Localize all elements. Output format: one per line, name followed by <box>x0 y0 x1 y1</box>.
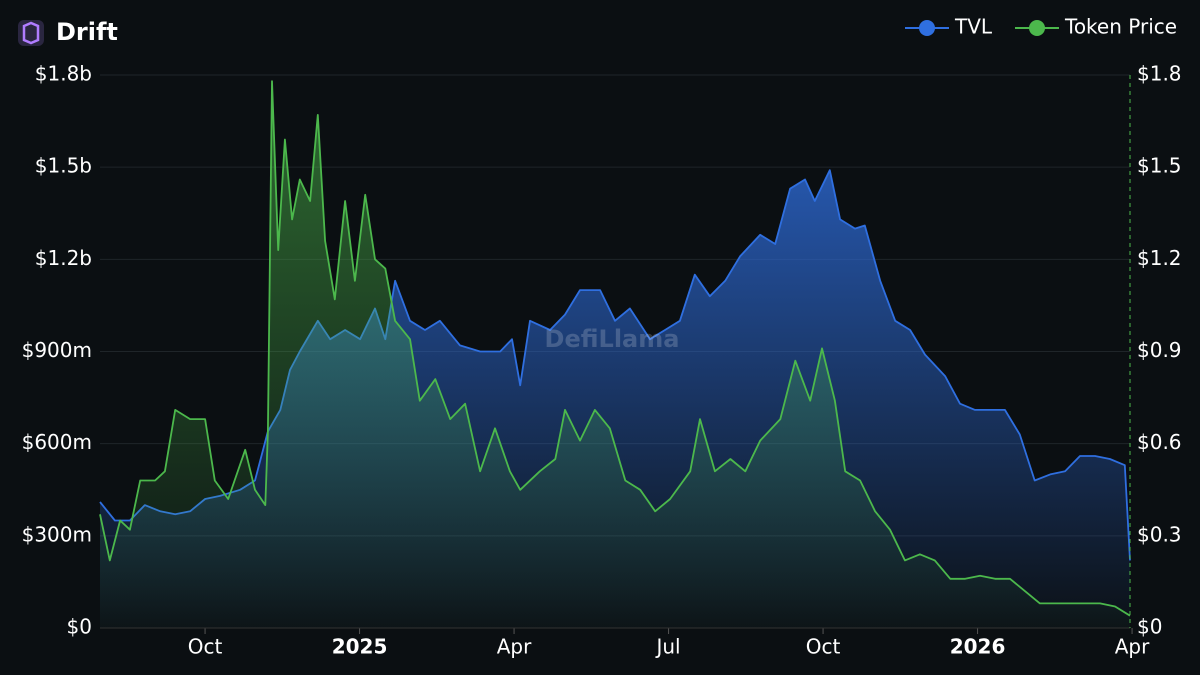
plot <box>99 74 1133 634</box>
x-tick-label: 2026 <box>950 635 1006 659</box>
x-tick-label: Jul <box>654 635 680 659</box>
y2-tick-label: $0 <box>1137 615 1162 639</box>
y-tick-label: $300m <box>22 522 92 546</box>
x-tick-label: Apr <box>497 635 532 659</box>
y2-tick-label: $0.6 <box>1137 430 1182 454</box>
watermark: DefiLlama <box>545 325 680 353</box>
y2-tick-label: $1.5 <box>1137 154 1182 178</box>
x-tick-label: Oct <box>188 635 223 659</box>
x-tick-label: Apr <box>1115 635 1150 659</box>
y-tick-label: $900m <box>22 338 92 362</box>
x-tick-label: 2025 <box>332 635 388 659</box>
chart-title: Drift <box>56 18 118 46</box>
y2-tick-label: $1.2 <box>1137 246 1182 270</box>
y-tick-label: $0 <box>67 615 92 639</box>
logo <box>18 20 44 46</box>
y-tick-label: $1.5b <box>35 154 92 178</box>
y2-tick-label: $0.9 <box>1137 338 1182 362</box>
y2-tick-label: $1.8 <box>1137 62 1182 86</box>
y-tick-label: $1.8b <box>35 62 92 86</box>
y2-tick-label: $0.3 <box>1137 522 1182 546</box>
legend-dot <box>1029 20 1045 36</box>
area-fill <box>100 81 1130 629</box>
y-tick-label: $1.2b <box>35 246 92 270</box>
x-tick-label: Oct <box>806 635 841 659</box>
legend-label: TVL <box>954 15 993 39</box>
legend-dot <box>919 20 935 36</box>
series-line <box>99 80 1131 617</box>
legend-label: Token Price <box>1064 15 1177 39</box>
y-tick-label: $600m <box>22 430 92 454</box>
